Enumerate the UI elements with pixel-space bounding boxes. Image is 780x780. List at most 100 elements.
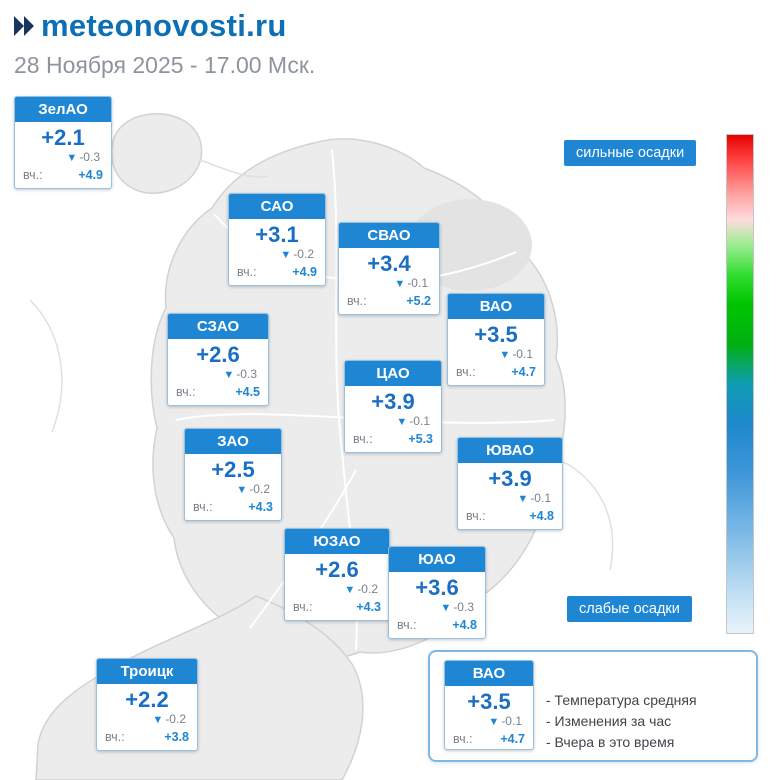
down-arrow-icon: ▼ [152,714,164,727]
district-change: -0.2 [293,247,314,262]
weak-precipitation-label: слабые осадки [567,596,692,622]
yesterday-label: вч.: [347,294,367,309]
district-name: СЗАО [168,314,268,339]
yesterday-value: +4.8 [452,618,477,633]
district-name: ВАО [448,294,544,319]
district-name: ЦАО [345,361,441,386]
logo-text: meteonovosti.ru [41,8,287,43]
district-card-vao: ВАО +3.5 ▼ -0.1 вч.: +4.7 [447,293,545,387]
yesterday-label: вч.: [193,500,213,515]
logo-icon [14,16,34,36]
district-temp: +3.1 [255,222,299,247]
district-card-body: +3.9 ▼ -0.1 вч.: +4.8 [458,463,562,529]
yesterday-value: +4.9 [78,168,103,183]
yesterday-label: вч.: [23,168,43,183]
district-name: ЗелАО [15,97,111,122]
district-card-body: +3.5 ▼ -0.1 вч.: +4.7 [448,319,544,385]
district-card-yuzao: ЮЗАО +2.6 ▼ -0.2 вч.: +4.3 [284,528,390,622]
legend-descriptions: - Температура средняя - Изменения за час… [534,660,697,752]
district-yesterday-row: вч.: +4.8 [466,509,554,523]
district-card-body: +2.6 ▼ -0.2 вч.: +4.3 [285,554,389,620]
down-arrow-icon: ▼ [344,584,356,597]
district-name: ЗАО [185,429,281,454]
yesterday-label: вч.: [353,432,373,447]
strong-precipitation-label: сильные осадки [564,140,697,166]
district-change: -0.3 [236,367,257,382]
yesterday-label: вч.: [456,365,476,380]
yesterday-value: +4.5 [235,385,260,400]
district-yesterday-row: вч.: +4.3 [193,500,273,514]
district-card-body: +3.9 ▼ -0.1 вч.: +5.3 [345,386,441,452]
yesterday-value: +4.3 [248,500,273,515]
district-card-body: +2.6 ▼ -0.3 вч.: +4.5 [168,339,268,405]
district-card-body: +3.6 ▼ -0.3 вч.: +4.8 [389,572,485,638]
yesterday-label: вч.: [237,265,257,280]
legend-sample-card: ВАО +3.5 ▼ -0.1 вч.: +4.7 [444,660,534,750]
district-yesterday-row: вч.: +4.7 [453,732,525,746]
district-card-body: +3.4 ▼ -0.1 вч.: +5.2 [339,248,439,314]
district-yesterday-row: вч.: +5.2 [347,294,431,308]
legend-line-change: - Изменения за час [546,713,672,729]
district-temp: +3.5 [474,322,518,347]
date-time-label: 28 Ноября 2025 - 17.00 Мск. [14,52,316,78]
district-temp: +2.6 [315,557,359,582]
district-card-body: +2.5 ▼ -0.2 вч.: +4.3 [185,454,281,520]
district-change-row: ▼ -0.1 [466,491,554,506]
district-change: -0.2 [249,482,270,497]
district-temp: +2.2 [125,687,169,712]
yesterday-label: вч.: [293,600,313,615]
district-change: -0.1 [501,714,522,729]
district-card-body: +3.1 ▼ -0.2 вч.: +4.9 [229,219,325,285]
district-temp: +3.9 [488,466,532,491]
district-card-yuao: ЮАО +3.6 ▼ -0.3 вч.: +4.8 [388,546,486,640]
down-arrow-icon: ▼ [517,493,529,506]
yesterday-value: +5.3 [408,432,433,447]
legend-line-yesterday: - Вчера в это время [546,734,675,750]
district-temp: +3.4 [367,251,411,276]
yesterday-label: вч.: [453,732,473,747]
district-yesterday-row: вч.: +5.3 [353,432,433,446]
district-change-row: ▼ -0.2 [293,582,381,597]
district-name: Троицк [97,659,197,684]
yesterday-value: +4.8 [529,509,554,524]
district-change: -0.3 [453,600,474,615]
yesterday-label: вч.: [397,618,417,633]
district-yesterday-row: вч.: +4.5 [176,385,260,399]
district-temp: +2.5 [211,457,255,482]
down-arrow-icon: ▼ [488,716,500,729]
district-change-row: ▼ -0.2 [237,247,317,262]
district-change: -0.1 [407,276,428,291]
district-change-row: ▼ -0.1 [453,714,525,729]
district-change: -0.2 [357,582,378,597]
district-name: ЮАО [389,547,485,572]
district-change-row: ▼ -0.2 [105,712,189,727]
district-yesterday-row: вч.: +3.8 [105,730,189,744]
district-temp: +2.1 [41,125,85,150]
map-zelenograd-area [110,113,203,194]
yesterday-label: вч.: [176,385,196,400]
district-yesterday-row: вч.: +4.8 [397,618,477,632]
yesterday-value: +3.8 [164,730,189,745]
district-name: СВАО [339,223,439,248]
district-change-row: ▼ -0.1 [353,414,433,429]
district-card-body: +3.5 ▼ -0.1 вч.: +4.7 [445,686,533,749]
down-arrow-icon: ▼ [440,602,452,615]
district-temp: +2.6 [196,342,240,367]
district-yesterday-row: вч.: +4.3 [293,600,381,614]
district-temp: +3.5 [467,689,511,714]
precipitation-scale-bar [726,134,754,634]
district-change-row: ▼ -0.2 [193,482,273,497]
district-name: САО [229,194,325,219]
yesterday-value: +4.7 [511,365,536,380]
district-change-row: ▼ -0.3 [176,367,260,382]
district-temp: +3.9 [371,389,415,414]
down-arrow-icon: ▼ [223,369,235,382]
district-card-body: +2.1 ▼ -0.3 вч.: +4.9 [15,122,111,188]
legend-box: ВАО +3.5 ▼ -0.1 вч.: +4.7 - Температура ср… [428,650,758,762]
district-change: -0.1 [530,491,551,506]
district-change-row: ▼ -0.1 [347,276,431,291]
district-temp: +3.6 [415,575,459,600]
district-change-row: ▼ -0.3 [23,150,103,165]
district-change: -0.2 [165,712,186,727]
site-logo[interactable]: meteonovosti.ru [12,8,287,44]
